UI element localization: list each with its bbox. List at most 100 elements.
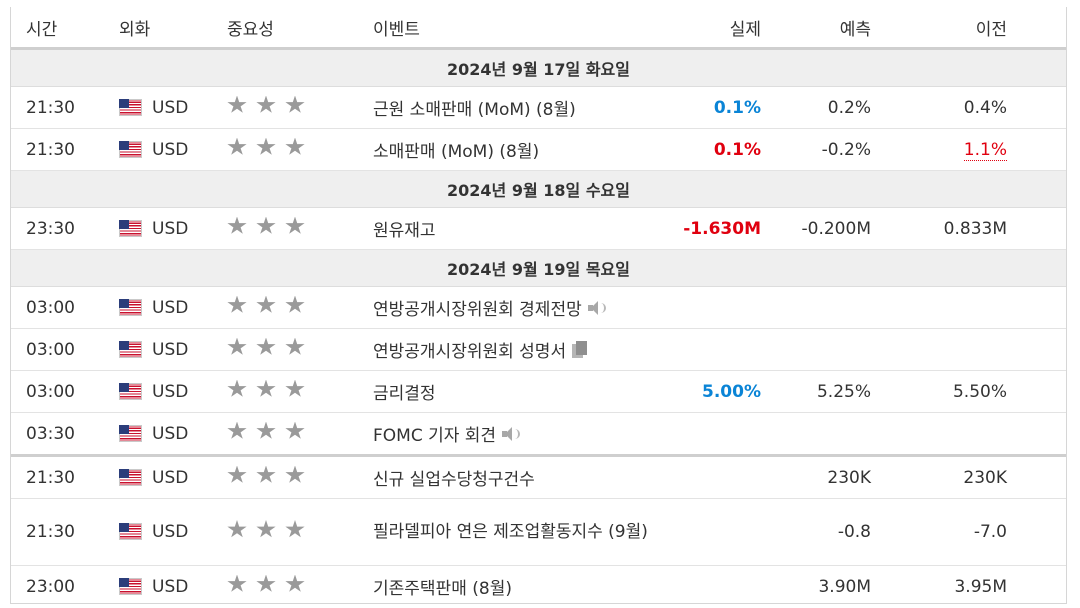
us-flag-icon (119, 98, 142, 116)
star-icon (227, 216, 247, 234)
speaker-icon[interactable] (587, 300, 606, 315)
event-actual: 0.1% (665, 128, 761, 171)
event-currency: USD (152, 218, 189, 239)
day-row: 2024년 9월 17일 화요일 (11, 48, 1066, 87)
star-icon (227, 520, 247, 538)
event-time: 03:00 (11, 286, 119, 329)
event-forecast: -0.200M (761, 207, 871, 250)
event-name-link[interactable]: 필라델피아 연은 제조업활동지수 (9월) (373, 521, 648, 542)
event-name-link[interactable]: 원유재고 (373, 221, 436, 241)
importance-stars (227, 379, 305, 399)
event-previous-revised[interactable]: 1.1% (963, 139, 1007, 161)
table-row[interactable]: 21:30 USD 신규 실업수당청구건수 230K 230K (11, 454, 1066, 499)
event-currency: USD (152, 522, 189, 542)
event-actual: -1.630M (665, 207, 761, 250)
table-row[interactable]: 21:30 USD 소매판매 (MoM) (8월) 0.1% -0.2% 1.1… (11, 128, 1066, 171)
event-forecast: -0.2% (761, 128, 871, 171)
star-icon (256, 421, 276, 439)
us-flag-icon (119, 468, 142, 486)
event-time: 21:30 (11, 128, 119, 171)
star-icon (285, 337, 305, 355)
document-icon[interactable] (572, 341, 588, 358)
event-time: 21:30 (11, 454, 119, 499)
star-icon (285, 574, 305, 592)
star-icon (227, 465, 247, 483)
day-label: 2024년 9월 18일 수요일 (11, 170, 1066, 208)
header-row: 시간 외화 중요성 이벤트 실제 예측 이전 (11, 7, 1066, 50)
event-forecast: -0.8 (761, 498, 871, 566)
event-actual (665, 412, 761, 456)
table-row[interactable]: 23:30 USD 원유재고 -1.630M -0.200M 0.833M (11, 207, 1066, 250)
event-currency: USD (152, 423, 189, 444)
importance-stars (227, 216, 305, 236)
us-flag-icon (119, 298, 142, 316)
event-actual (665, 565, 761, 603)
table-row[interactable]: 21:30 USD 근원 소매판매 (MoM) (8월) 0.1% 0.2% 0… (11, 86, 1066, 129)
event-currency: USD (152, 97, 189, 118)
header-time: 시간 (11, 7, 119, 50)
table-row[interactable]: 03:30 USD FOMC 기자 회견 (11, 412, 1066, 456)
day-label: 2024년 9월 19일 목요일 (11, 249, 1066, 287)
event-name-link[interactable]: 소매판매 (MoM) (8월) (373, 142, 540, 162)
day-label: 2024년 9월 17일 화요일 (11, 48, 1066, 87)
table-row[interactable]: 03:00 USD 연방공개시장위원회 경제전망 (11, 286, 1066, 329)
event-currency: USD (152, 576, 189, 597)
us-flag-icon (119, 382, 142, 400)
speaker-icon[interactable] (502, 426, 521, 441)
event-currency: USD (152, 297, 189, 318)
star-icon (256, 295, 276, 313)
calendar-table: 시간 외화 중요성 이벤트 실제 예측 이전 2024년 9월 17일 화요일 … (11, 7, 1066, 603)
header-actual: 실제 (665, 7, 761, 50)
event-actual (665, 454, 761, 499)
event-time: 23:30 (11, 207, 119, 250)
star-icon (227, 337, 247, 355)
event-name-link[interactable]: 근원 소매판매 (MoM) (8월) (373, 100, 576, 120)
event-previous: -7.0 (871, 498, 1007, 566)
importance-stars (227, 520, 305, 539)
event-previous: 230K (871, 454, 1007, 499)
table-row[interactable]: 03:00 USD 연방공개시장위원회 성명서 (11, 328, 1066, 371)
table-row[interactable]: 03:00 USD 금리결정 5.00% 5.25% 5.50% (11, 370, 1066, 413)
us-flag-icon (119, 140, 142, 158)
us-flag-icon (119, 523, 142, 540)
event-name-link[interactable]: 연방공개시장위원회 성명서 (373, 342, 567, 362)
star-icon (285, 421, 305, 439)
event-actual (665, 286, 761, 329)
star-icon (285, 465, 305, 483)
event-name-link[interactable]: FOMC 기자 회견 (373, 426, 497, 446)
star-icon (256, 337, 276, 355)
event-forecast: 3.90M (761, 565, 871, 603)
star-icon (227, 137, 247, 155)
event-name-link[interactable]: 신규 실업수당청구건수 (373, 470, 535, 490)
economic-calendar: 시간 외화 중요성 이벤트 실제 예측 이전 2024년 9월 17일 화요일 … (10, 7, 1067, 604)
us-flag-icon (119, 340, 142, 358)
star-icon (227, 421, 247, 439)
header-currency: 외화 (119, 7, 227, 50)
event-actual: 5.00% (665, 370, 761, 413)
event-previous: 0.833M (871, 207, 1007, 250)
table-row[interactable]: 21:30 USD 필라델피아 연은 제조업활동지수 (9월) -0.8 -7.… (11, 498, 1066, 566)
us-flag-icon (119, 577, 142, 595)
event-currency: USD (152, 339, 189, 360)
event-forecast (761, 412, 871, 456)
us-flag-icon (119, 424, 142, 442)
event-time: 21:30 (11, 86, 119, 129)
day-row: 2024년 9월 19일 목요일 (11, 249, 1066, 287)
event-forecast: 5.25% (761, 370, 871, 413)
event-name-link[interactable]: 기존주택판매 (8월) (373, 579, 512, 599)
event-forecast: 0.2% (761, 86, 871, 129)
header-forecast: 예측 (761, 7, 871, 50)
star-icon (227, 379, 247, 397)
event-forecast (761, 286, 871, 329)
star-icon (227, 95, 247, 113)
header-importance: 중요성 (227, 7, 373, 50)
table-row[interactable]: 23:00 USD 기존주택판매 (8월) 3.90M 3.95M (11, 565, 1066, 603)
event-previous (871, 412, 1007, 456)
event-name-link[interactable]: 금리결정 (373, 384, 436, 404)
importance-stars (227, 95, 305, 115)
importance-stars (227, 337, 305, 357)
event-previous: 0.4% (871, 86, 1007, 129)
star-icon (256, 95, 276, 113)
event-name-link[interactable]: 연방공개시장위원회 경제전망 (373, 300, 582, 320)
event-forecast: 230K (761, 454, 871, 499)
